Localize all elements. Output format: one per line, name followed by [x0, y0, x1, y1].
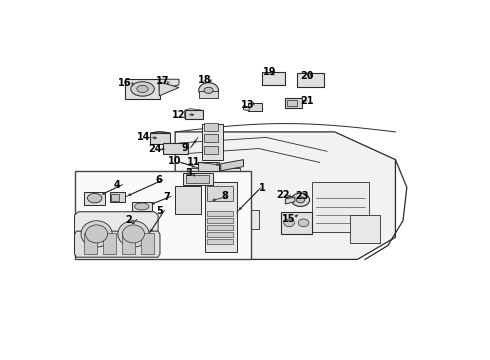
Text: 9: 9 [181, 143, 188, 153]
Polygon shape [159, 82, 179, 96]
Text: 5: 5 [156, 206, 163, 216]
Polygon shape [125, 79, 160, 99]
Bar [185, 110, 203, 118]
Text: 10: 10 [168, 156, 181, 166]
Text: 8: 8 [221, 191, 228, 201]
Bar [207, 239, 233, 244]
Ellipse shape [137, 85, 148, 93]
Bar [228, 210, 259, 229]
Text: 4: 4 [114, 180, 121, 190]
Text: 22: 22 [277, 190, 290, 200]
Bar [262, 72, 285, 85]
Bar [163, 143, 188, 154]
Bar [199, 91, 219, 98]
Text: 23: 23 [295, 191, 309, 201]
Bar [207, 186, 233, 201]
Text: 24: 24 [148, 144, 162, 154]
Bar [175, 186, 201, 214]
Bar [74, 171, 251, 260]
Bar [204, 134, 218, 141]
Text: 2: 2 [125, 215, 132, 225]
Text: 14: 14 [137, 132, 151, 143]
Polygon shape [159, 79, 179, 90]
Ellipse shape [199, 83, 219, 98]
Text: 7: 7 [164, 192, 170, 202]
Ellipse shape [87, 193, 102, 203]
Polygon shape [141, 233, 154, 255]
Text: 11: 11 [187, 157, 200, 167]
Text: 12: 12 [172, 110, 185, 120]
Polygon shape [248, 103, 262, 111]
Ellipse shape [118, 221, 149, 247]
Ellipse shape [284, 219, 294, 227]
Bar [183, 173, 213, 185]
Polygon shape [122, 233, 135, 255]
Polygon shape [103, 233, 116, 255]
Bar [111, 194, 119, 201]
Bar [207, 225, 233, 230]
Text: 18: 18 [198, 75, 212, 85]
Polygon shape [74, 212, 158, 255]
Bar [187, 168, 240, 195]
Polygon shape [131, 202, 152, 211]
Bar [207, 218, 233, 223]
Bar [186, 175, 209, 183]
Text: 1: 1 [259, 183, 266, 193]
Polygon shape [185, 109, 203, 118]
Ellipse shape [81, 221, 112, 247]
Bar [207, 232, 233, 237]
Text: 13: 13 [242, 100, 255, 110]
Bar [205, 183, 237, 252]
Bar [312, 182, 369, 232]
Bar [202, 123, 222, 159]
Polygon shape [281, 212, 312, 234]
Bar [285, 98, 302, 108]
Polygon shape [150, 131, 170, 133]
Bar [204, 123, 218, 131]
Text: 3: 3 [185, 168, 192, 178]
Bar [110, 192, 125, 202]
Polygon shape [350, 215, 380, 243]
Polygon shape [84, 233, 98, 255]
Bar [150, 133, 170, 144]
Text: 15: 15 [282, 214, 296, 224]
Ellipse shape [204, 87, 213, 93]
Ellipse shape [135, 203, 149, 210]
Text: 19: 19 [263, 67, 276, 77]
Ellipse shape [131, 82, 154, 96]
Polygon shape [220, 159, 244, 171]
Text: 17: 17 [156, 76, 170, 86]
Text: 6: 6 [156, 175, 163, 185]
Bar [297, 73, 324, 87]
Ellipse shape [122, 225, 145, 243]
Polygon shape [244, 106, 249, 111]
Bar [187, 207, 220, 229]
Polygon shape [285, 197, 295, 204]
Text: 16: 16 [118, 78, 132, 89]
Bar [287, 100, 297, 107]
Bar [198, 162, 219, 171]
Polygon shape [84, 192, 105, 204]
Ellipse shape [86, 225, 108, 243]
Text: 20: 20 [300, 72, 314, 81]
Polygon shape [74, 231, 160, 257]
Ellipse shape [296, 197, 305, 203]
Text: 21: 21 [300, 96, 314, 107]
Ellipse shape [298, 219, 309, 227]
Ellipse shape [292, 193, 310, 207]
Polygon shape [175, 132, 395, 260]
Bar [207, 211, 233, 216]
Bar [204, 146, 218, 154]
